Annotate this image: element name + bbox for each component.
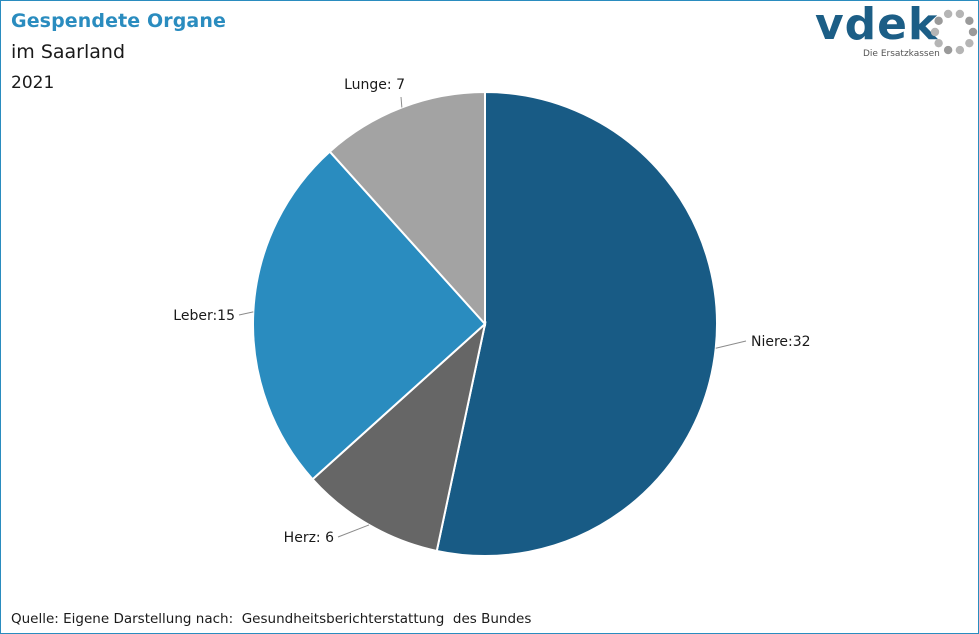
logo-tagline: Die Ersatzkassen	[863, 49, 940, 59]
chart-year: 2021	[11, 73, 55, 93]
leader-line-lunge	[400, 96, 403, 108]
logo-dot	[968, 27, 978, 37]
leader-line-leber	[238, 311, 254, 316]
logo-dot	[965, 16, 974, 26]
slice-label-niere: Niere:32	[751, 334, 811, 350]
slice-label-herz: Herz: 6	[284, 530, 334, 546]
logo-dot	[955, 9, 965, 19]
chart-title: Gespendete Organe	[11, 10, 226, 32]
leader-line-herz	[337, 524, 370, 538]
logo-dot	[930, 27, 940, 37]
logo-dot	[943, 45, 953, 55]
logo-dot	[934, 16, 943, 26]
logo-dot	[943, 9, 953, 19]
chart-subtitle: im Saarland	[11, 41, 126, 63]
leader-line-niere	[715, 340, 747, 349]
logo-ring-icon	[930, 9, 978, 55]
logo-wordmark: vdek	[815, 0, 939, 50]
slice-label-leber: Leber:15	[173, 308, 235, 324]
source-note: Quelle: Eigene Darstellung nach: Gesundh…	[11, 611, 532, 627]
logo-dot	[934, 38, 943, 48]
logo-dot	[965, 38, 974, 48]
pie-slice-leber	[252, 150, 487, 481]
vdek-logo: vdek Die Ersatzkassen	[813, 0, 978, 65]
logo-dot	[955, 45, 965, 55]
slice-label-lunge: Lunge: 7	[344, 77, 405, 93]
